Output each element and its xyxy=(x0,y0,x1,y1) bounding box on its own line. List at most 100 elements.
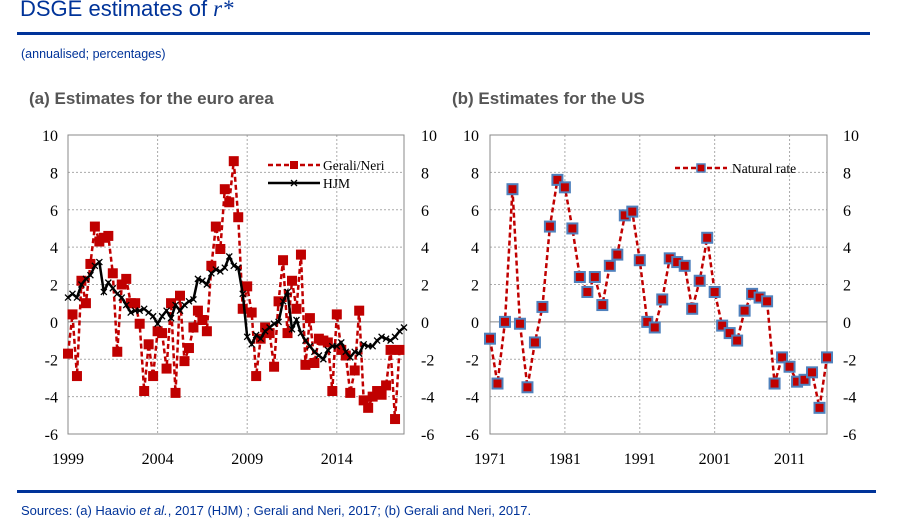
data-point-square xyxy=(183,343,194,354)
data-point-square xyxy=(210,221,221,232)
y-tick-label-left: 6 xyxy=(50,203,58,220)
y-tick-label-left: -4 xyxy=(466,390,479,407)
series-line xyxy=(488,177,829,409)
y-tick-label-left: 6 xyxy=(471,203,479,220)
data-point-square xyxy=(686,302,699,315)
legend-item: HJM xyxy=(268,176,350,191)
data-point-cross xyxy=(194,275,202,283)
data-point-cross xyxy=(391,333,399,341)
data-point-square xyxy=(701,231,714,244)
data-point-square xyxy=(85,258,96,269)
data-point-square xyxy=(783,360,796,373)
data-point-cross xyxy=(122,301,130,309)
data-point-square xyxy=(188,322,199,333)
data-point-square xyxy=(798,373,811,386)
legend-item: Natural rate xyxy=(675,161,796,176)
data-point-cross xyxy=(306,342,314,350)
data-point-square xyxy=(588,271,601,284)
sources-suffix: , 2017 (HJM) ; Gerali and Neri, 2017; (b… xyxy=(167,503,532,518)
y-tick-label-right: 2 xyxy=(843,278,851,295)
data-point-square xyxy=(731,334,744,347)
data-point-square xyxy=(233,212,244,223)
y-tick-label-right: -2 xyxy=(421,352,434,369)
data-point-cross xyxy=(248,340,256,348)
data-point-cross xyxy=(293,316,300,324)
data-point-square xyxy=(603,259,616,272)
data-point-cross xyxy=(355,350,363,358)
chart-b: 10 10 8 8 6 6 4 4 2 2 0 0 -2 -2 -4 -4 -6 -6 1971 1981 1991 20… xyxy=(463,128,859,468)
data-point-square xyxy=(768,377,781,390)
chart-a: 10 10 8 8 6 6 4 4 2 2 0 0 -2 -2 -4 -4 -6 -6 1999 2004 2009 20… xyxy=(42,128,437,468)
data-point-cross xyxy=(342,348,350,356)
data-point-square xyxy=(327,386,338,397)
data-point-square xyxy=(633,254,646,267)
data-point-cross xyxy=(382,335,390,343)
data-point-cross xyxy=(172,301,179,309)
legend-label: Gerali/Neri xyxy=(323,158,385,173)
series-hjm xyxy=(64,253,408,363)
data-point-cross xyxy=(185,297,193,305)
y-tick-label-left: 4 xyxy=(471,240,479,257)
data-point-square xyxy=(390,414,401,425)
data-point-cross xyxy=(346,353,354,361)
data-point-square xyxy=(336,344,347,355)
data-point-square xyxy=(179,356,190,367)
x-tick-label: 2011 xyxy=(774,451,805,468)
y-tick-label-right: -6 xyxy=(843,427,856,444)
data-point-square xyxy=(309,357,320,368)
x-tick-label: 2009 xyxy=(231,451,263,468)
y-tick-label-right: 6 xyxy=(843,203,851,220)
y-tick-label-right: 6 xyxy=(421,203,429,220)
data-point-cross xyxy=(149,312,157,320)
data-point-square xyxy=(273,296,284,307)
data-point-cross xyxy=(319,355,327,363)
data-point-square xyxy=(237,303,248,314)
data-point-square xyxy=(506,183,519,196)
y-tick-label-right: -6 xyxy=(421,427,434,444)
data-point-square xyxy=(543,220,556,233)
legend-item: Gerali/Neri xyxy=(268,158,385,173)
data-point-square xyxy=(394,344,405,355)
data-point-cross xyxy=(203,281,211,288)
data-point-square xyxy=(761,295,774,308)
y-tick-label-left: -4 xyxy=(45,390,58,407)
y-tick-label-right: -4 xyxy=(843,390,856,407)
data-point-square xyxy=(322,337,333,348)
sources: Sources: (a) Haavio et al., 2017 (HJM) ;… xyxy=(21,503,531,518)
data-point-square xyxy=(71,371,82,382)
data-point-square xyxy=(345,387,356,398)
data-point-square xyxy=(269,361,280,372)
data-point-square xyxy=(103,230,114,241)
data-point-cross xyxy=(400,324,408,331)
data-point-square xyxy=(139,386,150,397)
data-point-cross xyxy=(77,281,85,288)
data-point-square xyxy=(89,221,100,232)
data-point-square xyxy=(611,248,624,261)
data-point-cross xyxy=(243,333,251,341)
data-point-square xyxy=(656,293,669,306)
data-point-square xyxy=(776,351,789,364)
data-point-cross xyxy=(234,264,242,272)
data-point-square xyxy=(484,332,496,345)
data-point-square xyxy=(367,391,378,402)
r-star-symbol: r* xyxy=(213,0,234,21)
data-point-square xyxy=(491,377,504,390)
data-point-cross xyxy=(109,284,117,292)
data-point-square xyxy=(363,402,374,413)
data-point-square xyxy=(304,313,315,324)
data-point-cross xyxy=(163,307,171,315)
data-point-square xyxy=(528,336,541,349)
sources-prefix: Sources: (a) Haavio xyxy=(21,503,140,518)
x-tick-label: 1981 xyxy=(549,451,581,468)
data-point-square xyxy=(76,275,87,286)
data-point-cross xyxy=(369,342,377,350)
panel-b-title: (b) Estimates for the US xyxy=(452,89,645,108)
data-point-cross xyxy=(100,288,108,296)
data-point-square xyxy=(80,298,91,309)
data-point-cross xyxy=(288,325,296,333)
subtitle: (annualised; percentages) xyxy=(21,47,166,61)
data-point-square xyxy=(693,274,706,287)
data-point-square xyxy=(197,315,208,326)
data-point-square xyxy=(376,389,387,400)
y-tick-label-right: 0 xyxy=(843,315,851,332)
